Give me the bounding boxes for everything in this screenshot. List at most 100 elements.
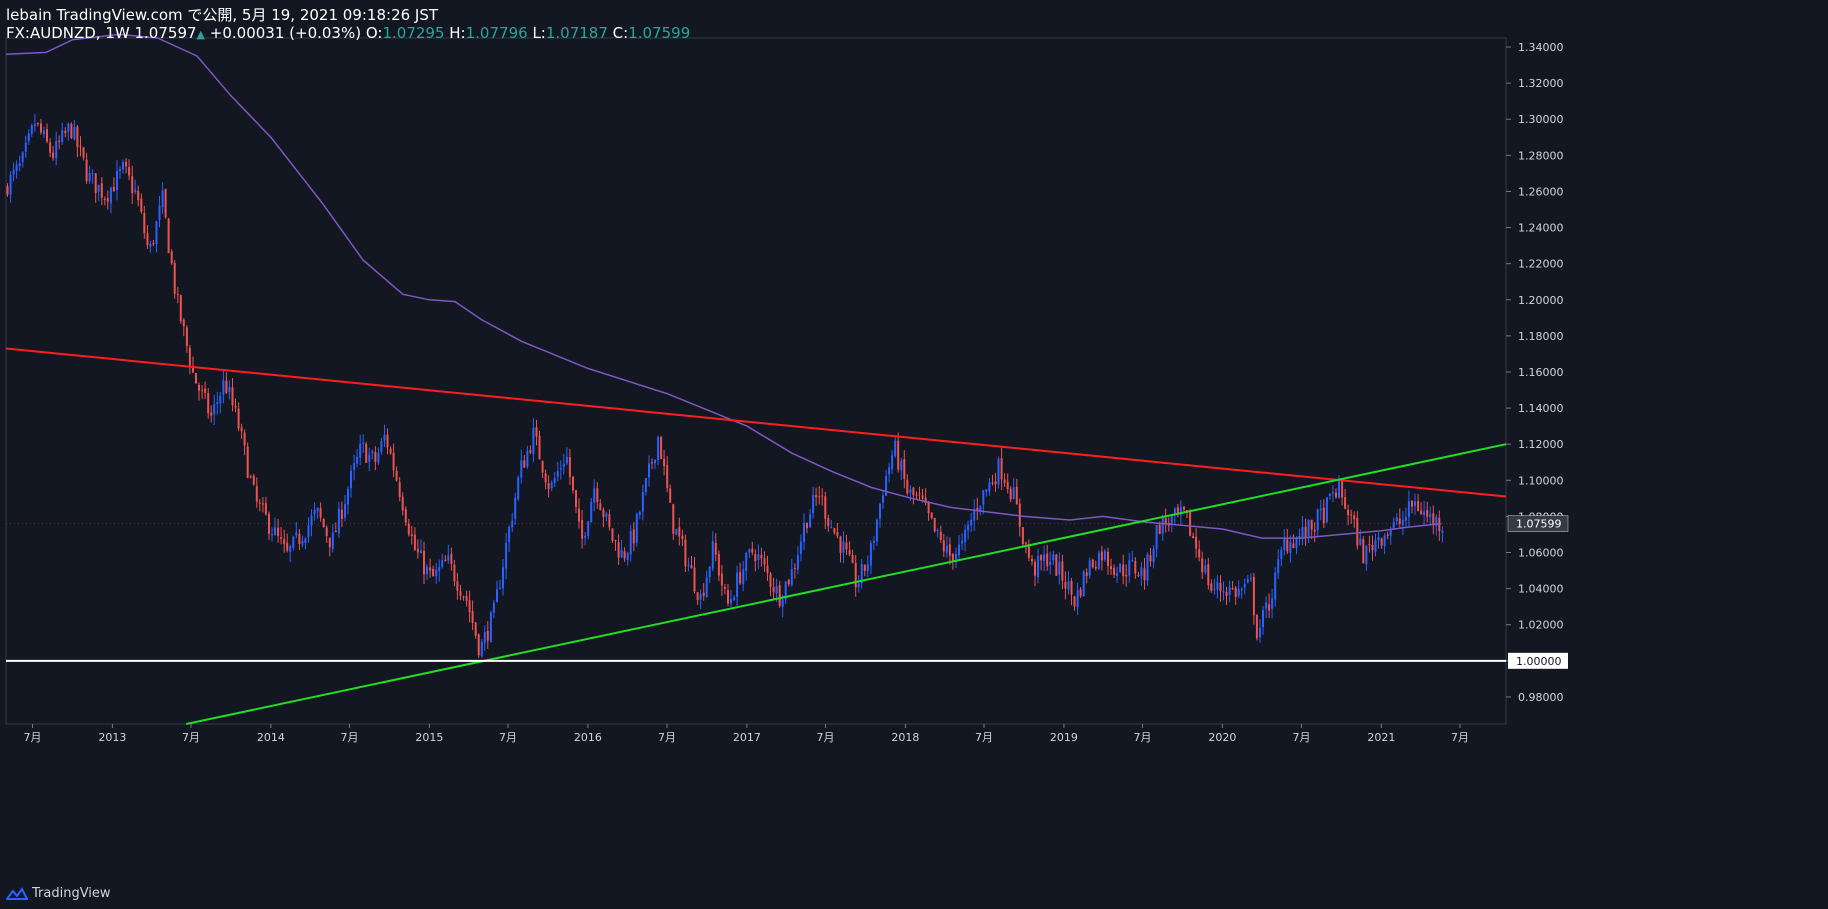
candle-body <box>1103 550 1106 560</box>
candle-body <box>839 536 842 553</box>
candle-body <box>1134 560 1137 574</box>
candle-body <box>869 543 872 566</box>
candle-body <box>389 448 392 454</box>
candle-body <box>1131 560 1134 562</box>
candle-body <box>988 482 991 492</box>
candle-body <box>1307 519 1310 537</box>
current-price-box <box>1507 515 1569 532</box>
candle-body <box>608 514 611 528</box>
candle-body <box>228 387 231 392</box>
time-tick-label: 7月 <box>816 731 834 744</box>
candle-body <box>143 213 146 234</box>
trend-lines <box>5 347 1507 725</box>
time-axis[interactable]: 7月 2013 7月 2014 7月 2015 7月 2016 7月 2017 7月 2018 7月 20… <box>23 724 1469 744</box>
candle-body <box>298 534 301 544</box>
candle-body <box>1255 615 1258 639</box>
candle-body <box>420 550 422 554</box>
candle-body <box>365 443 368 463</box>
candle-body <box>207 393 210 414</box>
candle-body <box>763 558 766 565</box>
price-tick-label: 1.24000 <box>1518 222 1564 235</box>
candle-body <box>860 564 863 584</box>
candle-body <box>456 581 459 591</box>
candle-body <box>599 503 602 510</box>
candle-body <box>1289 541 1292 553</box>
candle-body <box>502 567 504 589</box>
candle-body <box>277 527 280 536</box>
tradingview-brand[interactable]: TradingView <box>6 886 111 901</box>
candle-body <box>985 489 988 492</box>
candle-body <box>1204 565 1207 573</box>
price-tick-label: 1.28000 <box>1518 149 1564 162</box>
candle-body <box>994 481 997 485</box>
candle-body <box>1429 514 1432 518</box>
candle-body <box>61 130 64 143</box>
candle-body <box>520 460 523 478</box>
candle-body <box>210 412 213 416</box>
candle-body <box>170 251 173 264</box>
candle-body <box>1240 589 1243 591</box>
candle-body <box>36 123 39 124</box>
candle-body <box>1176 507 1179 515</box>
candle-body <box>24 142 27 152</box>
candle-body <box>182 319 185 327</box>
candle-body <box>1189 511 1192 536</box>
candle-body <box>824 496 827 519</box>
candle-body <box>1143 568 1146 580</box>
candle-body <box>289 546 292 552</box>
candle-body <box>660 437 663 459</box>
candle-body <box>1015 486 1018 505</box>
candle-body <box>155 221 158 244</box>
candle-body <box>1155 525 1158 550</box>
candle-body <box>821 495 824 497</box>
candle-body <box>991 482 994 484</box>
candle-body <box>1027 544 1030 558</box>
candle-body <box>1350 514 1353 516</box>
candle-body <box>1113 567 1116 575</box>
candle-body <box>918 493 921 495</box>
candle-body <box>708 566 711 577</box>
candle-body <box>666 465 669 489</box>
candle-body <box>1091 559 1094 568</box>
candle-body <box>195 373 197 384</box>
symbol-name: FX:AUDNZD, 1W <box>6 24 130 42</box>
candle-body <box>1046 553 1049 567</box>
price-tick-label: 1.06000 <box>1518 547 1564 560</box>
candle-body <box>447 555 450 561</box>
candle-body <box>818 496 821 498</box>
candle-body <box>1328 493 1331 496</box>
brand-name: TradingView <box>32 886 111 901</box>
low-label: L: <box>532 24 546 42</box>
candle-body <box>1265 602 1268 609</box>
candle-body <box>459 591 462 596</box>
candle-body <box>1331 492 1334 494</box>
candle-body <box>793 567 796 569</box>
candle-body <box>237 408 240 429</box>
candle-body <box>76 126 79 148</box>
candle-body <box>562 463 565 467</box>
candle-body <box>733 597 736 601</box>
candle-body <box>575 490 577 507</box>
candle-body <box>687 564 690 566</box>
candle-body <box>1149 555 1152 562</box>
candle-body <box>1335 492 1337 498</box>
candle-body <box>1304 526 1307 538</box>
candle-body <box>654 459 656 464</box>
candle-body <box>1280 549 1283 560</box>
last-price: 1.07597 <box>134 24 197 42</box>
open-label: O: <box>365 24 383 42</box>
candle-body <box>1213 588 1216 590</box>
time-tick-label: 2021 <box>1367 731 1395 744</box>
candle-body <box>851 554 854 564</box>
candle-body <box>736 572 739 597</box>
candle-body <box>781 599 784 607</box>
candle-body <box>745 553 748 572</box>
candle-body <box>192 367 194 373</box>
candle-body <box>550 482 553 488</box>
candle-body <box>1006 481 1009 489</box>
time-tick-label: 2018 <box>891 731 919 744</box>
candle-body <box>1161 517 1164 534</box>
price-tick-label: 1.30000 <box>1518 113 1564 126</box>
